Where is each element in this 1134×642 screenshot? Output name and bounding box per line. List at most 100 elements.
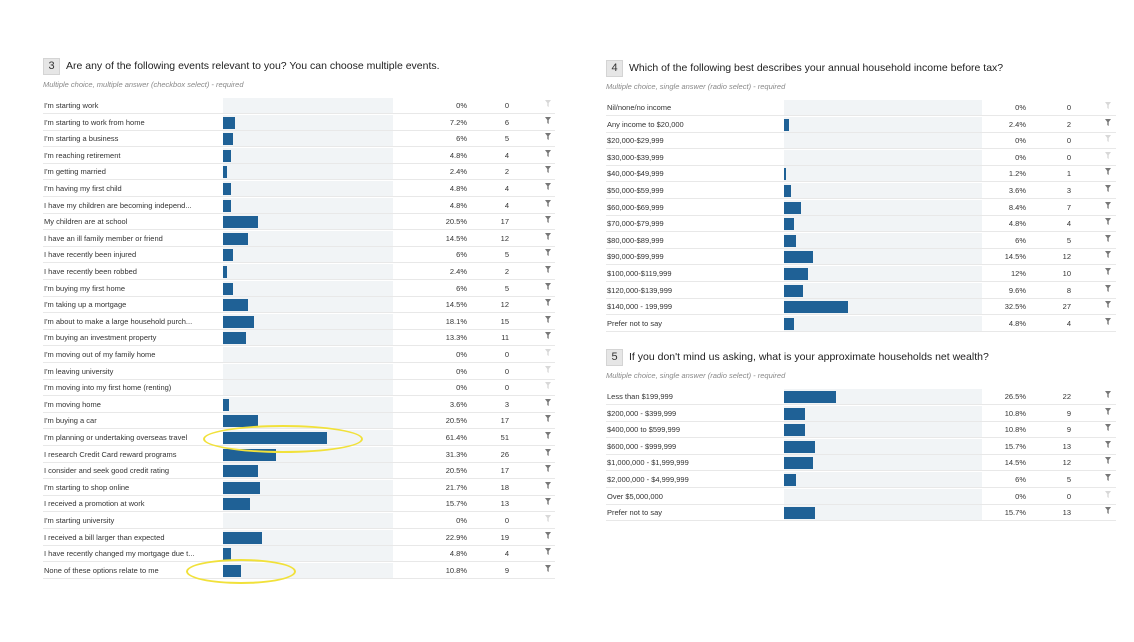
filter-icon[interactable]	[1103, 316, 1113, 332]
response-row: I have an ill family member or friend 14.…	[43, 230, 555, 247]
filter-icon[interactable]	[543, 496, 553, 512]
filter-icon[interactable]	[1103, 299, 1113, 315]
question-5-panel: 5 If you don't mind us asking, what is y…	[606, 348, 1116, 522]
row-label: I have an ill family member or friend	[44, 233, 163, 243]
row-label: I have recently been injured	[44, 250, 137, 260]
filter-icon[interactable]	[1103, 200, 1113, 216]
filter-icon[interactable]	[1103, 439, 1113, 455]
bar-track	[223, 297, 393, 313]
bar	[223, 299, 248, 312]
filter-icon[interactable]	[543, 231, 553, 247]
count-label: 9	[1066, 425, 1071, 435]
row-label: I'm reaching retirement	[44, 150, 121, 160]
filter-icon[interactable]	[543, 264, 553, 280]
count-label: 9	[504, 565, 509, 575]
count-label: 4	[1066, 318, 1071, 328]
filter-icon[interactable]	[543, 430, 553, 446]
percent-label: 6%	[1015, 475, 1026, 484]
filter-icon[interactable]	[1103, 389, 1113, 405]
response-row: Less than $199,999 26.5% 22	[606, 389, 1116, 405]
filter-icon[interactable]	[1103, 406, 1113, 422]
filter-icon[interactable]	[1103, 455, 1113, 471]
bar	[223, 332, 246, 345]
filter-icon[interactable]	[543, 198, 553, 214]
bar	[784, 218, 794, 231]
filter-icon[interactable]	[543, 463, 553, 479]
filter-icon[interactable]	[1103, 117, 1113, 133]
filter-icon[interactable]	[1103, 183, 1113, 199]
filter-icon[interactable]	[543, 447, 553, 463]
filter-icon[interactable]	[543, 530, 553, 546]
response-row: I'm starting a business 6% 5	[43, 131, 555, 148]
count-label: 19	[500, 532, 509, 542]
question-3-panel: 3 Are any of the following events releva…	[43, 57, 555, 579]
filter-icon[interactable]	[543, 281, 553, 297]
response-row: I'm leaving university 0% 0	[43, 363, 555, 380]
percent-label: 10.8%	[1004, 425, 1026, 435]
highlight-ellipse-overseas-travel	[203, 425, 363, 453]
filter-icon[interactable]	[543, 181, 553, 197]
row-label: I'm leaving university	[44, 366, 114, 376]
filter-icon[interactable]	[543, 297, 553, 313]
percent-label: 32.5%	[1004, 302, 1026, 312]
percent-label: 4.8%	[1008, 219, 1026, 229]
percent-label: 26.5%	[1004, 392, 1026, 401]
filter-icon[interactable]	[1103, 249, 1113, 265]
row-label: My children are at school	[44, 217, 128, 227]
percent-label: 6%	[1015, 235, 1026, 245]
filter-icon[interactable]	[1103, 505, 1113, 521]
filter-icon[interactable]	[543, 330, 553, 346]
response-row: I'm moving home 3.6% 3	[43, 396, 555, 413]
percent-label: 13.3%	[445, 333, 467, 343]
filter-icon[interactable]	[543, 214, 553, 230]
row-label: Less than $199,999	[607, 392, 673, 401]
filter-icon[interactable]	[543, 413, 553, 429]
response-row: $400,000 to $599,999 10.8% 9	[606, 422, 1116, 439]
filter-icon[interactable]	[543, 397, 553, 413]
filter-icon[interactable]	[1103, 216, 1113, 232]
response-row: $1,000,000 - $1,999,999 14.5% 12	[606, 455, 1116, 472]
response-row: I'm about to make a large household purc…	[43, 313, 555, 330]
filter-icon[interactable]	[1103, 166, 1113, 182]
percent-label: 15.7%	[1004, 508, 1026, 518]
highlight-ellipse-none-of-these	[186, 559, 296, 584]
question-number: 3	[43, 57, 60, 75]
filter-icon[interactable]	[1103, 422, 1113, 438]
row-label: $2,000,000 - $4,999,999	[607, 475, 689, 484]
percent-label: 0%	[456, 383, 467, 393]
filter-icon[interactable]	[543, 131, 553, 147]
filter-icon[interactable]	[543, 563, 553, 579]
filter-icon[interactable]	[543, 247, 553, 263]
row-label: $60,000-$69,999	[607, 202, 664, 212]
filter-icon[interactable]	[543, 480, 553, 496]
row-label: I'm starting to work from home	[44, 117, 145, 127]
percent-label: 18.1%	[445, 316, 467, 326]
filter-icon[interactable]	[543, 115, 553, 131]
bar	[784, 301, 849, 314]
filter-icon[interactable]	[1103, 266, 1113, 282]
count-label: 5	[504, 134, 509, 144]
response-row: Over $5,000,000 0% 0	[606, 488, 1116, 505]
row-label: $50,000-$59,999	[607, 186, 664, 195]
filter-icon[interactable]	[1103, 472, 1113, 488]
filter-icon[interactable]	[543, 546, 553, 562]
response-row: I'm moving into my first home (renting) 0…	[43, 380, 555, 397]
filter-icon[interactable]	[1103, 283, 1113, 299]
count-label: 13	[500, 499, 509, 509]
filter-icon[interactable]	[1103, 233, 1113, 249]
count-label: 0	[1066, 136, 1071, 146]
count-label: 2	[504, 267, 509, 276]
bar	[784, 268, 808, 280]
filter-icon[interactable]	[543, 148, 553, 164]
bar-track	[784, 505, 982, 521]
bar-track	[223, 247, 393, 263]
filter-icon[interactable]	[543, 314, 553, 330]
question-title: Are any of the following events relevant…	[66, 60, 440, 72]
count-label: 5	[504, 283, 509, 293]
percent-label: 1.2%	[1008, 169, 1026, 179]
filter-icon[interactable]	[543, 164, 553, 180]
bar-track	[223, 147, 393, 163]
filter-icon	[543, 380, 553, 396]
response-row: I consider and seek good credit rating 20…	[43, 463, 555, 480]
count-label: 4	[504, 200, 509, 210]
